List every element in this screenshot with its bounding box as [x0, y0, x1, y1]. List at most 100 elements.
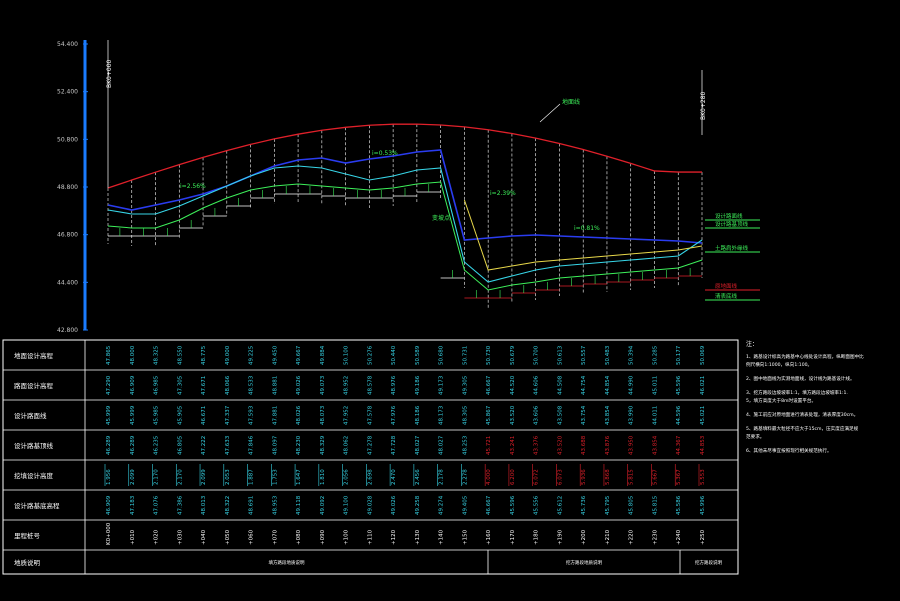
table-cell: 43.990 [629, 405, 635, 425]
shoulder-line [463, 199, 703, 271]
table-cell: +130 [415, 529, 421, 545]
table-cell: 44.853 [700, 435, 706, 455]
table-cell: 48.097 [272, 435, 278, 455]
table-cell: 50.100 [344, 345, 350, 365]
table-cell: 48.026 [296, 405, 302, 425]
start-station-label: BK0+000 [106, 59, 113, 88]
table-cell: 43.241 [510, 436, 516, 455]
note-line: 5、路基填料最大粒径不应大于15cm，压实度应满足规 [746, 425, 859, 432]
legend-label: 设计路面线 [715, 212, 743, 220]
table-cell: 50.700 [534, 345, 540, 365]
table-cell: 47.633 [225, 435, 231, 455]
table-cell: 47.728 [391, 435, 397, 455]
table-cell: 43.606 [534, 405, 540, 425]
legend-label: 原地面线 [715, 282, 738, 290]
table-cell: 49.305 [462, 375, 468, 395]
table-cell: 48.325 [154, 345, 160, 365]
table-cell: 1.647 [296, 469, 302, 485]
table-cell: 49.092 [320, 496, 326, 515]
elevation-tick-label: 54.400 [57, 41, 78, 48]
table-cell: 5.667 [652, 469, 658, 485]
table-cell: +020 [154, 529, 160, 545]
table-cell: 45.815 [652, 495, 658, 515]
table-cell: 50.285 [652, 345, 658, 365]
table-cell: 47.222 [201, 436, 207, 455]
table-cell: 47.881 [272, 406, 278, 425]
slope-label: i=2.56% [180, 183, 206, 190]
slope-label: i=2.39% [490, 190, 516, 197]
table-cell: 44.990 [629, 375, 635, 395]
elevation-axis: 54.400 52.400 50.800 48.800 46.800 44.400 42.8… [57, 40, 88, 334]
table-cell: 46.909 [130, 375, 136, 395]
table-cell: 48.073 [320, 405, 326, 425]
table-cell: 49.118 [296, 495, 302, 515]
table-cell: 45.999 [106, 405, 112, 425]
table-cell: 47.305 [177, 375, 183, 395]
table-cell: 5.815 [629, 469, 635, 485]
table-cell: 50.679 [510, 345, 516, 365]
table-cell: 49.450 [272, 345, 278, 365]
table-cell: +110 [367, 529, 373, 545]
table-cell: 49.186 [415, 375, 421, 395]
table-cell: 45.999 [130, 405, 136, 425]
table-cell: +180 [534, 529, 540, 545]
station-drop-lines [107, 124, 703, 308]
table-cell: 2.178 [439, 469, 445, 485]
row-header: 地面设计高程 [14, 351, 54, 360]
table-cell: 49.667 [296, 345, 302, 365]
note-line: 2、图中地面线为实测地面线，设计线为路基设计线。 [746, 375, 855, 382]
table-cell: 2.056 [344, 469, 350, 485]
row-header: 里程桩号 [14, 531, 41, 540]
table-cell: 50.589 [415, 345, 421, 365]
ground-tag-leader [539, 103, 561, 123]
table-cell: 47.337 [225, 405, 231, 425]
table-cell: 44.011 [652, 406, 658, 425]
table-cell: 47.183 [130, 495, 136, 515]
table-cell: 43.508 [557, 405, 563, 425]
table-cell: 48.550 [177, 345, 183, 365]
table-cell: +230 [652, 529, 658, 545]
row-header: 设计路基底高程 [14, 501, 60, 510]
table-cell: 46.235 [154, 435, 160, 455]
table-cell: 44.508 [557, 375, 563, 395]
table-cell: +210 [605, 529, 611, 545]
table-cell: +160 [486, 529, 492, 545]
table-cell: 48.578 [367, 375, 373, 395]
elevation-tick-label: 46.800 [57, 232, 78, 239]
table-cell: 50.613 [557, 345, 563, 365]
table-cell: 48.000 [130, 345, 136, 365]
table-cell: 47.593 [249, 405, 255, 425]
table-cell: K0+000 [106, 522, 112, 545]
table-cell: 2.278 [462, 469, 468, 485]
table-cell: 45.612 [557, 496, 563, 515]
table-cell: 45.021 [700, 406, 706, 425]
table-cell: 49.100 [344, 495, 350, 515]
note-line: 例尺横向1:1000，纵向1:100。 [746, 361, 812, 368]
table-cell: 49.028 [367, 495, 373, 515]
row-header: 地质说明 [14, 558, 41, 567]
table-cell: 48.322 [225, 496, 231, 515]
end-station-label: BK0+280 [700, 91, 707, 120]
table-cell: 45.011 [652, 376, 658, 395]
table-cell: 50.276 [367, 345, 373, 365]
table-cell: 45.556 [534, 495, 540, 515]
table-cell: +050 [225, 529, 231, 545]
elevation-tick-label: 42.800 [57, 327, 78, 334]
table-cell: 44.854 [605, 375, 611, 395]
notes-block: 注： 1、路基设计标高为路基中心线处设计高程，纵断面图中比例尺横向1:1000，纵… [746, 340, 864, 454]
table-cell: 46.671 [201, 406, 207, 425]
table-cell: 47.846 [249, 435, 255, 455]
profile-lines [107, 123, 703, 299]
table-cell: +190 [557, 529, 563, 545]
table-cell: 49.026 [391, 495, 397, 515]
geology-text: 填方路段地质说明 [269, 559, 305, 566]
table-cell: 45.586 [676, 495, 682, 515]
table-cell: +040 [201, 529, 207, 545]
change-point-tag: 变坡点 [432, 214, 450, 222]
table-cell: 5.367 [676, 469, 682, 485]
table-cell: 1.810 [320, 469, 326, 485]
table-cell: 45.596 [676, 375, 682, 395]
table-cell: 44.520 [510, 375, 516, 395]
table-cell: 44.596 [676, 405, 682, 425]
